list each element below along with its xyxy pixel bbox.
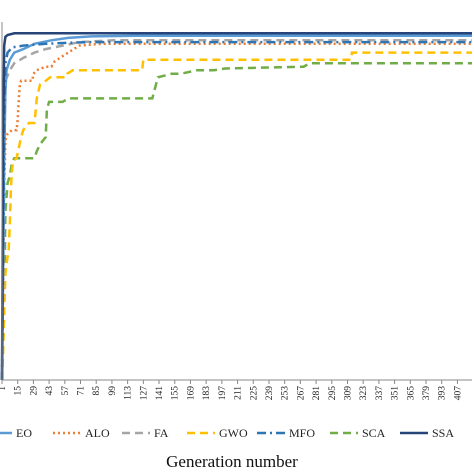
x-tick-label: 379 <box>422 386 432 401</box>
legend-label-gwo: GWO <box>219 426 248 440</box>
series-line-fa <box>0 39 472 381</box>
series-line-alo <box>0 42 472 381</box>
legend-label-eo: EO <box>16 426 32 440</box>
series-line-sca <box>0 61 472 381</box>
x-tick-label: 407 <box>453 386 463 401</box>
x-tick-label: 239 <box>265 386 275 401</box>
x-tick-label: 113 <box>124 386 134 400</box>
x-tick-label: 309 <box>343 386 353 401</box>
x-tick-label: 393 <box>438 386 448 401</box>
x-tick-label: 183 <box>202 386 212 401</box>
x-tick-label: 43 <box>45 386 55 396</box>
x-tick-label: 127 <box>139 386 149 401</box>
x-tick-label: 337 <box>375 386 385 401</box>
x-tick-label: 169 <box>186 386 196 401</box>
x-tick-label: 1 <box>0 386 8 391</box>
x-tick-label: 211 <box>234 386 244 400</box>
x-tick-label: 57 <box>61 386 71 396</box>
x-tick-label: 323 <box>359 386 369 401</box>
legend-label-alo: ALO <box>85 426 110 440</box>
x-tick-label: 351 <box>391 386 401 401</box>
legend-label-sca: SCA <box>362 426 386 440</box>
series-line-ssa <box>0 32 472 381</box>
x-tick-label: 15 <box>14 386 24 396</box>
x-tick-label: 29 <box>29 386 39 396</box>
x-tick-label: 253 <box>281 386 291 401</box>
x-tick-label: 155 <box>171 386 181 401</box>
legend: EO ALO FA GWO MFO SCA SSA <box>0 426 454 440</box>
series-line-gwo <box>0 51 472 381</box>
x-tick-label: 85 <box>92 386 102 396</box>
legend-label-ssa: SSA <box>432 426 454 440</box>
x-tick-label: 365 <box>406 386 416 401</box>
x-tick-label: 197 <box>218 386 228 401</box>
x-tick-label: 71 <box>77 386 87 396</box>
x-axis-title: Generation number <box>166 452 298 471</box>
x-tick-label: 295 <box>328 386 338 401</box>
legend-label-fa: FA <box>154 426 169 440</box>
series-line-mfo <box>0 40 472 381</box>
series-line-eo <box>0 34 472 381</box>
plot-area <box>0 32 472 381</box>
x-tick-label: 281 <box>312 386 322 401</box>
x-tick-label: 225 <box>249 386 259 401</box>
legend-label-mfo: MFO <box>289 426 315 440</box>
x-tick-label: 267 <box>296 386 306 401</box>
x-tick-label: 99 <box>108 386 118 396</box>
x-tick-label: 141 <box>155 386 165 401</box>
x-axis: 1 15 29 43 57 71 85 99 113 127 141 155 169 183 197 211 2… <box>0 22 472 400</box>
